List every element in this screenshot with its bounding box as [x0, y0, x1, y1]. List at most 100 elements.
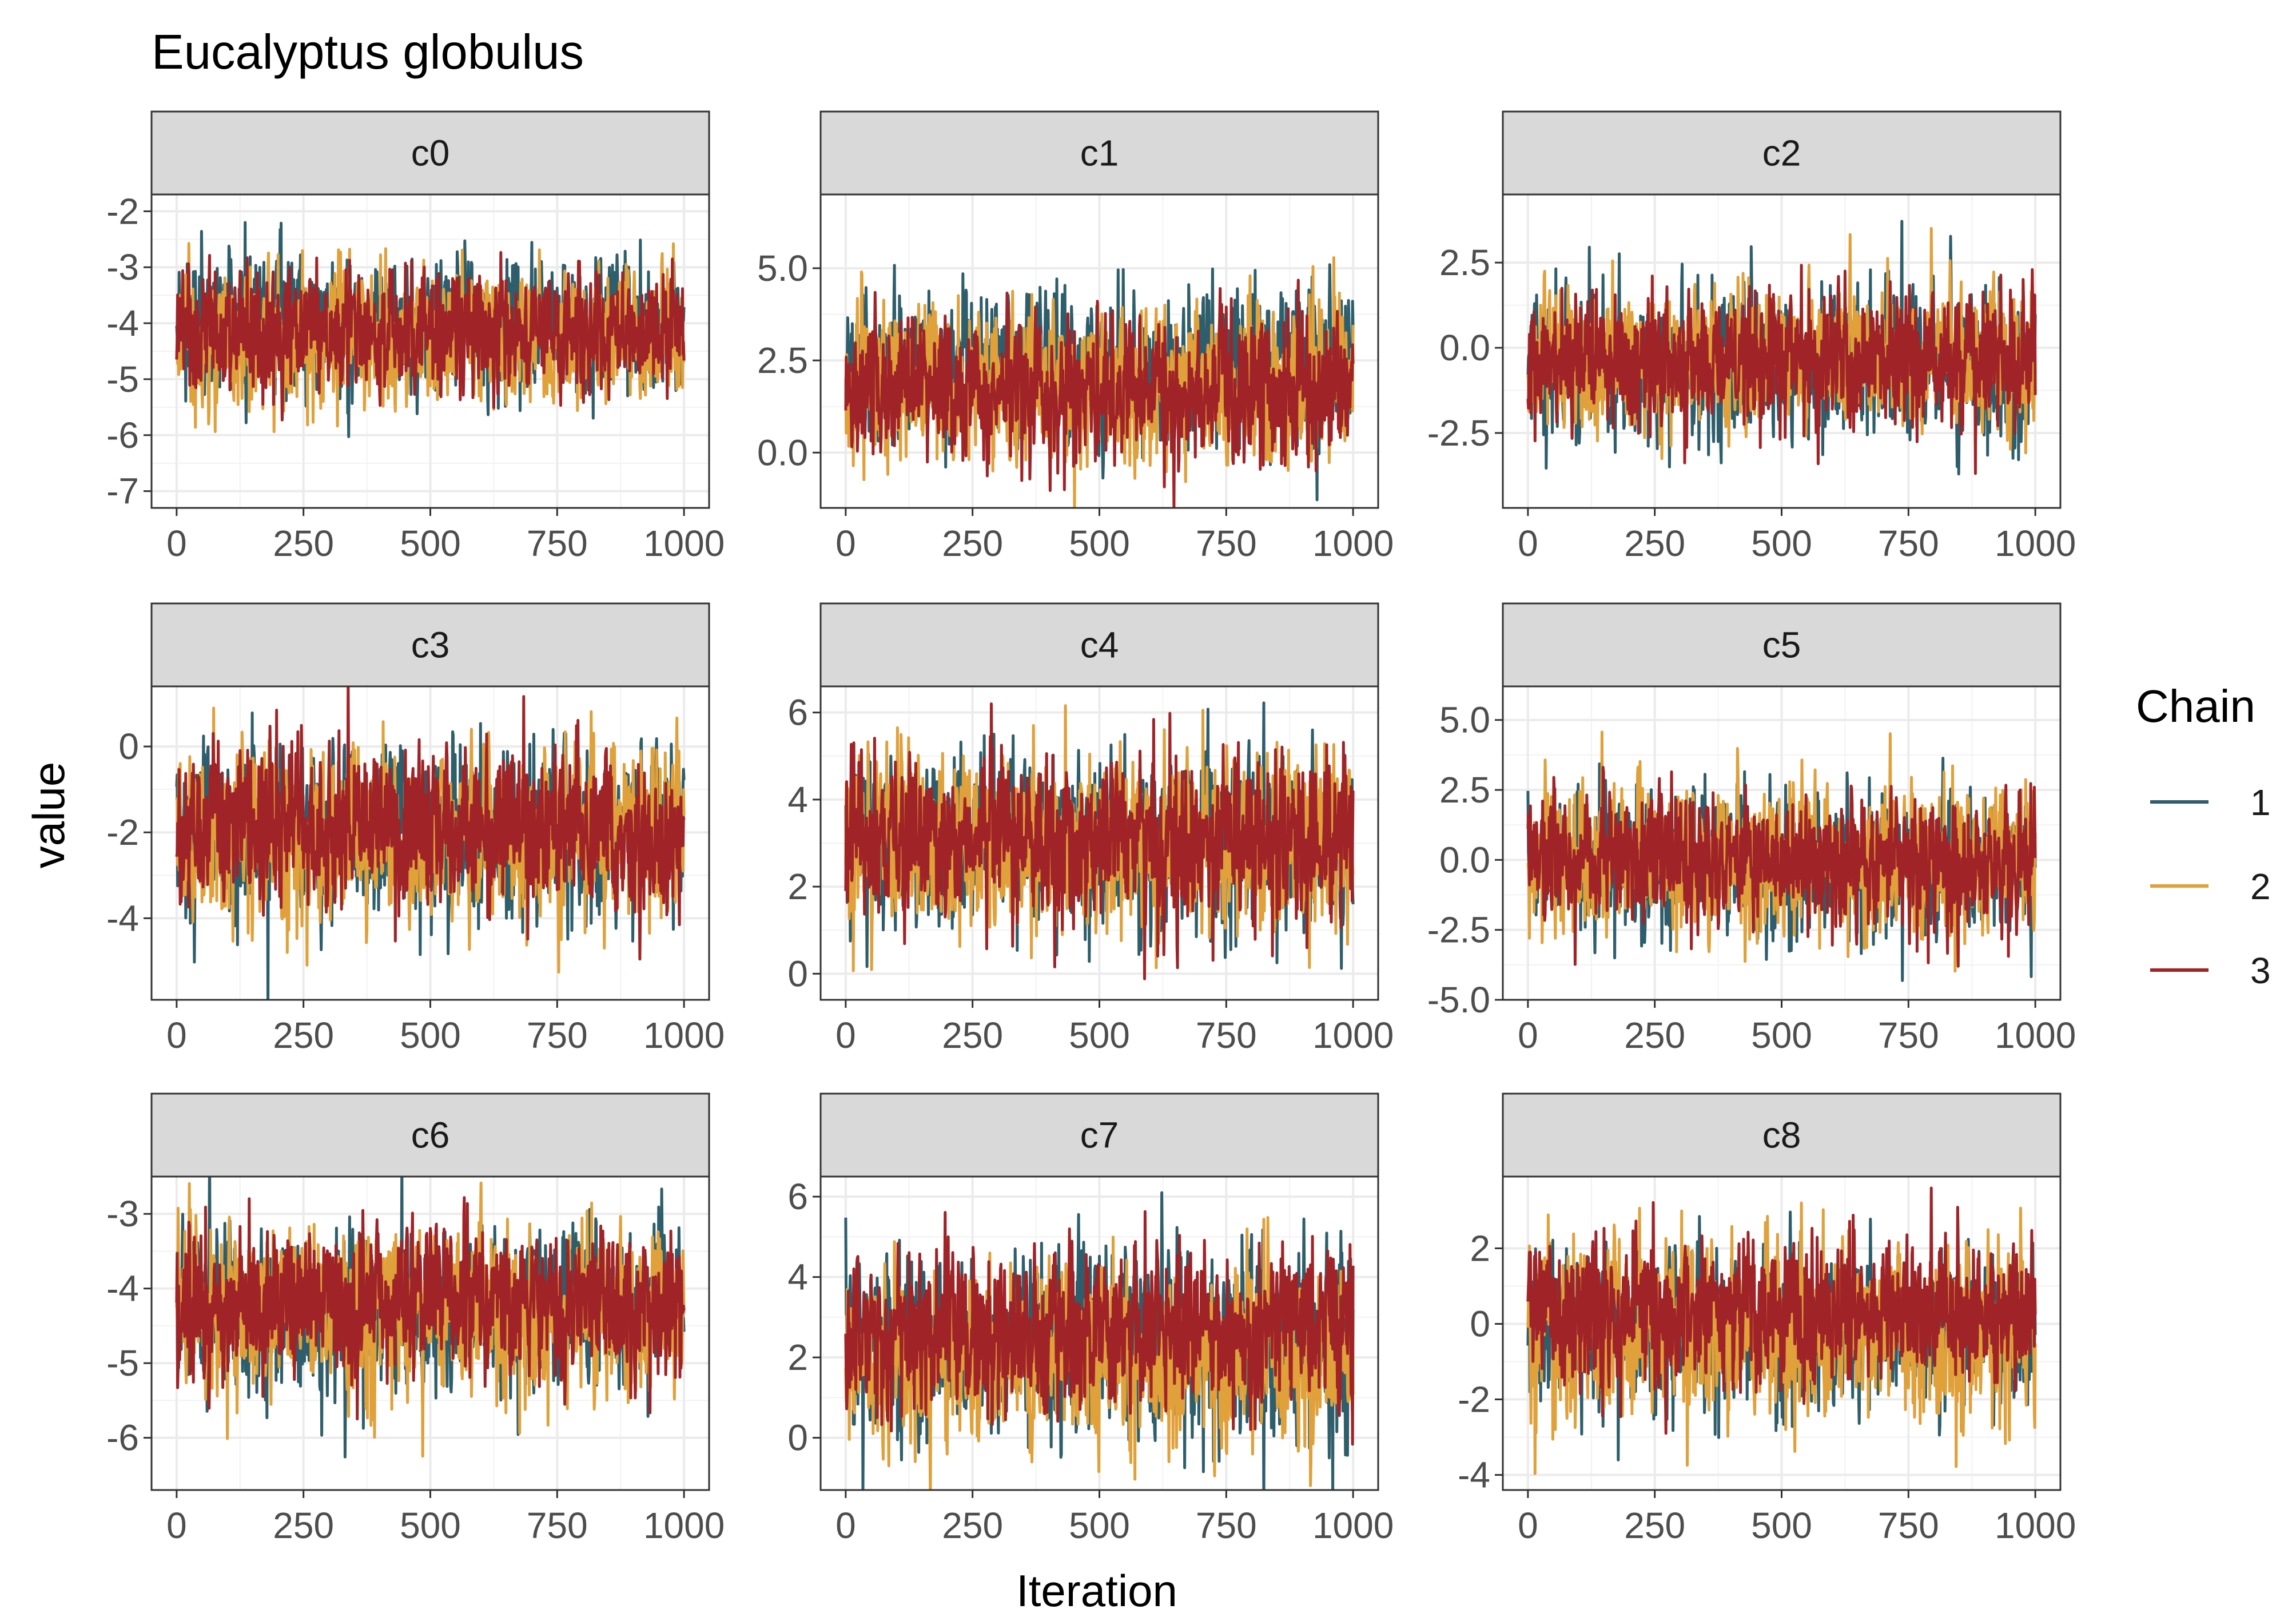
- panel-c6: c6 -6 -5 -4 -3 0 250 500 750 1000: [106, 1092, 725, 1546]
- strip-label-c8: c8: [1762, 1115, 1801, 1156]
- x-tick-label: 500: [1751, 523, 1812, 564]
- y-tick-label: 0.0: [1439, 839, 1490, 880]
- x-tick-label: 1000: [1995, 523, 2076, 564]
- panel-c3: c3 -4 -2 0 0 250 500 750 1000: [106, 602, 725, 1056]
- x-tick-label: 0: [166, 1015, 187, 1056]
- trace-c7-chain-2: [844, 1216, 1355, 1490]
- strip-label-c7: c7: [1080, 1115, 1119, 1156]
- y-tick-label: 0: [787, 953, 808, 994]
- traces-c1: [844, 256, 1355, 508]
- traces-c5: [1526, 730, 2037, 982]
- panel-c0: c0 -7 -6 -5 -4 -3 -2 0 250 500 750 1000: [106, 110, 725, 564]
- trace-c8-chain-3: [1526, 1186, 2037, 1435]
- x-tick-label: 250: [273, 1015, 334, 1056]
- x-tick-label: 500: [1751, 1505, 1812, 1546]
- traces-c4: [844, 701, 1355, 980]
- x-tick-label: 250: [273, 523, 334, 564]
- legend-label-chain-1: 1: [2250, 782, 2271, 823]
- traces-c7: [844, 1191, 1355, 1490]
- x-tick-label: 500: [400, 1505, 461, 1546]
- strip-label-c1: c1: [1080, 133, 1119, 174]
- x-tick-label: 0: [835, 1015, 856, 1056]
- x-tick-label: 750: [527, 523, 588, 564]
- y-tick-label: -2: [1458, 1379, 1490, 1420]
- strip-label-c0: c0: [411, 133, 450, 174]
- strip-c0: [150, 110, 710, 196]
- y-tick-label: -6: [106, 1417, 139, 1459]
- traces-c8: [1526, 1186, 2037, 1475]
- panel-c2: c2 -2.5 0.0 2.5 0 250 500 750 1000: [1427, 110, 2076, 564]
- traces-c6: [175, 1177, 686, 1459]
- y-tick-label: 2: [1470, 1227, 1490, 1269]
- x-tick-label: 750: [527, 1505, 588, 1546]
- x-tick-label: 1000: [643, 1505, 725, 1546]
- y-tick-label: -4: [106, 303, 139, 344]
- panel-c8: c8 -4 -2 0 2 0 250 500 750 1000: [1458, 1092, 2076, 1546]
- x-tick-label: 1000: [643, 523, 725, 564]
- y-tick-label: 2: [787, 866, 808, 907]
- chart-title: Eucalyptus globulus: [152, 25, 584, 80]
- y-tick-label: -7: [106, 471, 139, 512]
- x-tick-label: 250: [1624, 1015, 1685, 1056]
- x-tick-label: 250: [273, 1505, 334, 1546]
- y-tick-label: -2.5: [1427, 909, 1490, 951]
- y-tick-label: 5.0: [757, 248, 808, 289]
- trace-c4-chain-3: [844, 702, 1355, 980]
- panel-c1: c1 0.0 2.5 5.0 0 250 500 750 1000: [757, 110, 1394, 564]
- panel-c5: c5 -5.0 -2.5 0.0 2.5 5.0 0 250 500 750 1000: [1427, 602, 2076, 1056]
- x-tick-label: 0: [1518, 1015, 1538, 1056]
- x-tick-label: 500: [1069, 1505, 1130, 1546]
- x-tick-label: 1000: [1995, 1505, 2076, 1546]
- strip-c8: [1502, 1092, 2062, 1178]
- y-tick-label: -5.0: [1427, 979, 1490, 1020]
- x-tick-label: 750: [527, 1015, 588, 1056]
- x-tick-label: 500: [1069, 1015, 1130, 1056]
- panel-c7: c7 0 2 4 6 0 250 500 750 1000: [787, 1092, 1394, 1546]
- x-tick-label: 750: [1196, 523, 1257, 564]
- x-tick-label: 750: [1196, 1505, 1257, 1546]
- y-tick-label: 6: [787, 1176, 808, 1217]
- y-tick-label: 0: [1470, 1303, 1490, 1344]
- trace-c2-chain-3: [1526, 264, 2037, 475]
- y-tick-label: -4: [106, 897, 139, 939]
- trace-c7-chain-3: [844, 1210, 1355, 1446]
- x-tick-label: 250: [942, 523, 1003, 564]
- traces-c2: [1526, 220, 2037, 476]
- x-tick-label: 0: [835, 1505, 856, 1546]
- panel-c4: c4 0 2 4 6 0 250 500 750 1000: [787, 602, 1394, 1056]
- strip-c3: [150, 602, 710, 688]
- y-tick-label: -5: [106, 1342, 139, 1384]
- trace-c1-chain-3: [844, 279, 1355, 508]
- legend-label-chain-2: 2: [2250, 866, 2271, 907]
- strip-label-c3: c3: [411, 625, 450, 666]
- x-tick-label: 1000: [1312, 1015, 1394, 1056]
- x-tick-label: 750: [1878, 523, 1939, 564]
- y-tick-label: 2.5: [757, 340, 808, 381]
- y-tick-label: 0.0: [757, 432, 808, 473]
- x-tick-label: 750: [1878, 1505, 1939, 1546]
- y-tick-label: 4: [787, 1257, 808, 1298]
- strip-c4: [819, 602, 1379, 688]
- traces-c3: [175, 686, 686, 1000]
- y-tick-label: -4: [1458, 1455, 1490, 1496]
- strip-label-c6: c6: [411, 1115, 450, 1156]
- x-tick-label: 500: [1751, 1015, 1812, 1056]
- strip-label-c5: c5: [1762, 625, 1801, 666]
- strip-c7: [819, 1092, 1379, 1178]
- y-tick-label: 2.5: [1439, 242, 1490, 283]
- trace-c6-chain-3: [175, 1196, 686, 1421]
- x-tick-label: 1000: [1995, 1015, 2076, 1056]
- y-tick-label: -4: [106, 1268, 139, 1309]
- y-tick-label: 5.0: [1439, 700, 1490, 741]
- y-tick-label: -2.5: [1427, 412, 1490, 454]
- x-tick-label: 250: [1624, 1505, 1685, 1546]
- y-tick-label: 0: [118, 726, 139, 767]
- x-tick-label: 500: [1069, 523, 1130, 564]
- legend-title: Chain: [2136, 681, 2255, 732]
- y-tick-label: -3: [106, 247, 139, 288]
- x-tick-label: 1000: [1312, 1505, 1394, 1546]
- x-tick-label: 250: [942, 1015, 1003, 1056]
- trace-c0-chain-3: [175, 251, 686, 422]
- x-tick-label: 0: [1518, 1505, 1538, 1546]
